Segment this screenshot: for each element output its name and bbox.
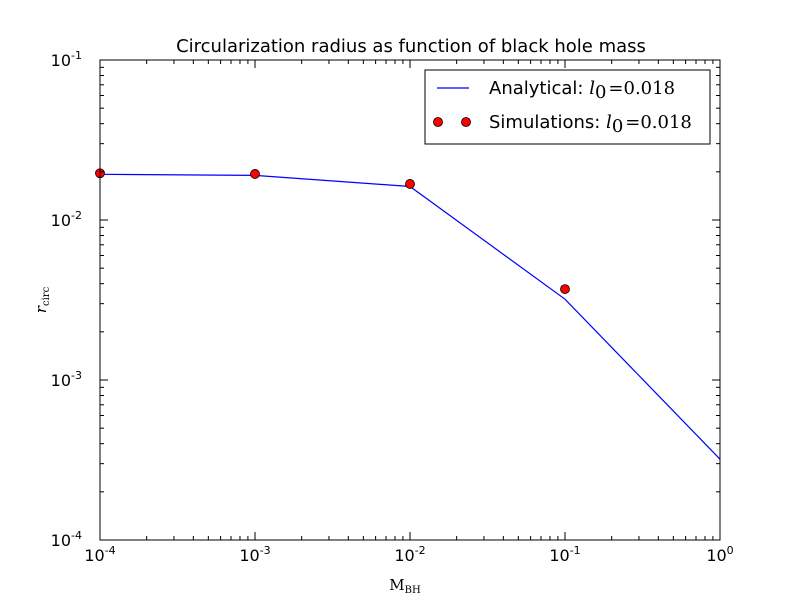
legend-simulations-param-symbol: l bbox=[606, 112, 612, 133]
y-tick-exponent: -2 bbox=[71, 209, 82, 222]
x-tick-exponent: -2 bbox=[415, 544, 426, 557]
y-tick-label: 10-4 bbox=[51, 529, 82, 550]
y-tick-exponent: -1 bbox=[71, 49, 82, 62]
legend-simulations-marker bbox=[433, 117, 443, 127]
legend-analytical-label: Analytical: l0 =0.018 bbox=[489, 78, 675, 103]
x-tick-base: 10 bbox=[239, 546, 259, 565]
y-tick-base: 10 bbox=[51, 371, 71, 390]
x-tick-base: 10 bbox=[84, 546, 104, 565]
legend-simulations-name: Simulations: bbox=[489, 112, 606, 133]
x-axis-label: MBH bbox=[389, 576, 421, 596]
x-tick-label: 10-3 bbox=[239, 544, 270, 565]
y-tick-label: 10-2 bbox=[51, 209, 82, 230]
chart-title: Circularization radius as function of bl… bbox=[176, 36, 646, 57]
x-tick-exponent: -1 bbox=[570, 544, 581, 557]
x-axis-label-sub: BH bbox=[405, 585, 421, 596]
legend-box bbox=[424, 69, 711, 145]
series-simulations-point bbox=[405, 179, 415, 189]
y-tick-exponent: -3 bbox=[71, 369, 82, 382]
x-tick-base: 10 bbox=[706, 546, 726, 565]
series-simulations-point bbox=[560, 284, 570, 294]
y-tick-base: 10 bbox=[51, 51, 71, 70]
legend-simulations-param-value: =0.018 bbox=[625, 112, 692, 133]
x-tick-base: 10 bbox=[549, 546, 569, 565]
y-tick-exponent: -4 bbox=[71, 529, 82, 542]
x-tick-exponent: -3 bbox=[260, 544, 271, 557]
x-tick-exponent: -4 bbox=[105, 544, 116, 557]
y-tick-label: 10-1 bbox=[51, 49, 82, 70]
y-tick-base: 10 bbox=[51, 211, 71, 230]
y-tick-base: 10 bbox=[51, 531, 71, 550]
legend-analytical-param-sub: 0 bbox=[595, 82, 606, 103]
x-axis-ticks: 10-4 10-3 10-2 10-1 100 bbox=[84, 60, 734, 565]
series-analytical-line bbox=[99, 173, 721, 460]
y-tick-label: 10-3 bbox=[51, 369, 82, 390]
legend-simulations-param-sub: 0 bbox=[612, 116, 623, 137]
legend-analytical-param-symbol: l bbox=[589, 78, 595, 99]
y-axis-ticks: 10-410-310-210-1 bbox=[51, 49, 720, 550]
legend: Analytical: l0 =0.018 Simulations: l0 =0.0… bbox=[424, 69, 711, 145]
plot-marks bbox=[95, 168, 721, 460]
x-tick-exponent: 0 bbox=[727, 544, 734, 557]
y-axis-label-main: r bbox=[32, 305, 50, 313]
y-axis-label-sub: circ bbox=[41, 286, 52, 306]
x-axis-label-main: M bbox=[389, 576, 404, 594]
x-tick-base: 10 bbox=[394, 546, 414, 565]
x-tick-label: 10-2 bbox=[394, 544, 425, 565]
x-tick-label: 10-1 bbox=[549, 544, 580, 565]
series-simulations-point bbox=[250, 169, 260, 179]
legend-simulations-label: Simulations: l0 =0.018 bbox=[489, 112, 692, 137]
y-axis-label: rcirc bbox=[32, 286, 52, 313]
x-tick-label: 10-4 bbox=[84, 544, 115, 565]
legend-simulations-marker bbox=[461, 117, 471, 127]
x-tick-label: 100 bbox=[706, 544, 733, 565]
legend-analytical-name: Analytical: bbox=[489, 78, 589, 99]
legend-analytical-param-value: =0.018 bbox=[608, 78, 675, 99]
